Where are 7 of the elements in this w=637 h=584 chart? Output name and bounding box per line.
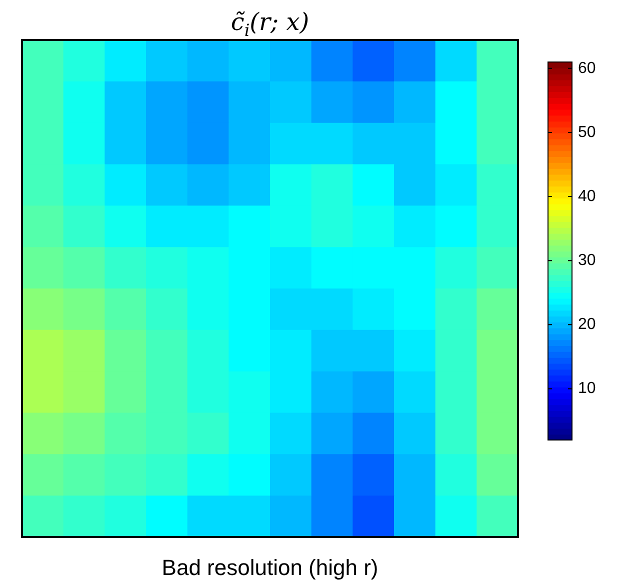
color-bar-label: 50 (578, 124, 596, 141)
color-bar-label: 30 (578, 252, 596, 270)
x-axis-title: Bad resolution (high r) (162, 555, 378, 580)
color-bar-label: 20 (578, 316, 596, 334)
color-bar-label: 40 (578, 188, 596, 205)
color-bar-label: 60 (578, 60, 596, 77)
color-bar-label: 10 (578, 380, 596, 398)
